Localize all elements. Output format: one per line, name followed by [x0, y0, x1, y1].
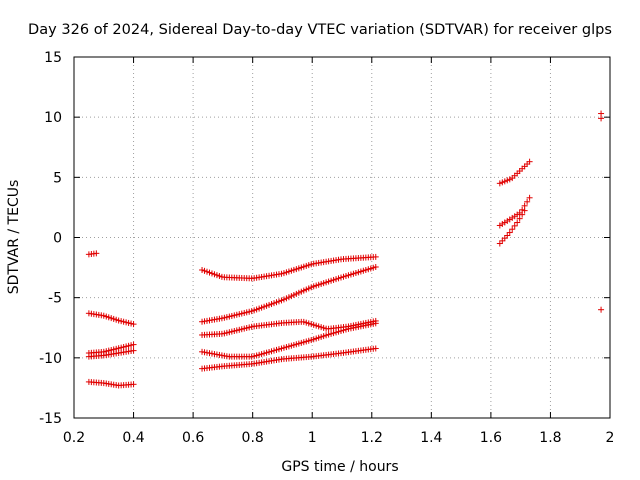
- data-point-satM: [519, 211, 526, 218]
- data-point-satI: [372, 320, 379, 327]
- data-point-satC: [130, 341, 137, 348]
- y-tick-label: 0: [53, 231, 62, 247]
- data-point-satM: [516, 215, 523, 222]
- x-tick-label: 1.4: [420, 430, 442, 446]
- data-points: [85, 110, 605, 389]
- data-point-satM: [521, 207, 528, 214]
- data-point-satE: [130, 381, 137, 388]
- data-point-satM: [509, 226, 516, 233]
- data-point-satM: [511, 222, 518, 229]
- x-tick-label: 1.2: [361, 430, 383, 446]
- x-tick-label: 0.2: [63, 430, 85, 446]
- y-tick-label: -15: [39, 411, 62, 427]
- y-tick-label: -5: [48, 291, 62, 307]
- data-point-satM: [514, 219, 521, 226]
- data-point-satK: [526, 158, 533, 165]
- plot-frame: [73, 56, 611, 419]
- data-point-satM: [506, 229, 513, 236]
- x-tick-label: 1: [308, 430, 317, 446]
- data-point-satO: [598, 306, 605, 313]
- chart-title: Day 326 of 2024, Sidereal Day-to-day VTE…: [28, 22, 612, 38]
- x-tick-label: 1.6: [480, 430, 502, 446]
- y-tick-label: 15: [44, 50, 62, 66]
- x-tick-label: 0.4: [122, 430, 144, 446]
- data-point-satG: [372, 263, 379, 270]
- x-axis-label: GPS time / hours: [281, 459, 398, 475]
- data-point-satN: [598, 115, 605, 122]
- data-point-satJ: [372, 345, 379, 352]
- x-tick-label: 1.8: [539, 430, 561, 446]
- x-tick-label: 0.8: [242, 430, 264, 446]
- tick-labels: 0.2 0.4 0.6 0.8 1 1.2 1.4 1.6 1.8 2 -15 -10 -5 0 5 10 15: [39, 50, 614, 446]
- x-tick-label: 0.6: [182, 430, 204, 446]
- data-point-satL: [524, 198, 531, 205]
- y-tick-label: -10: [39, 351, 62, 367]
- data-point-satB: [130, 321, 137, 328]
- data-point-satA: [93, 250, 100, 257]
- x-tick-label: 2: [606, 430, 615, 446]
- data-point-satD: [130, 347, 137, 354]
- y-tick-label: 10: [44, 110, 62, 126]
- data-point-satF: [372, 253, 379, 260]
- y-axis-label: SDTVAR / TECUs: [6, 180, 22, 295]
- grid-lines: [74, 57, 610, 418]
- y-tick-label: 5: [53, 170, 62, 186]
- data-point-satL: [526, 194, 533, 201]
